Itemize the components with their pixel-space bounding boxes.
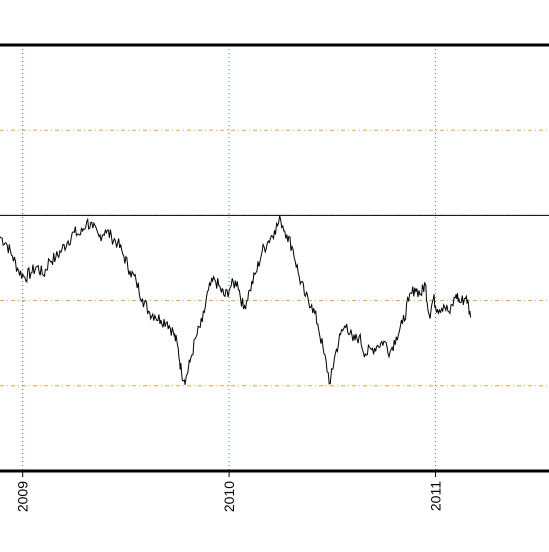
x-tick-label-2011: 2011 — [427, 481, 443, 511]
x-axis: 2009 2010 2011 — [15, 471, 443, 512]
series-layer — [0, 215, 472, 385]
series-line-0 — [0, 215, 472, 385]
x-tick-label-2010: 2010 — [221, 481, 237, 512]
x-tick-label-2009: 2009 — [15, 481, 31, 512]
grid-layer — [0, 45, 549, 471]
